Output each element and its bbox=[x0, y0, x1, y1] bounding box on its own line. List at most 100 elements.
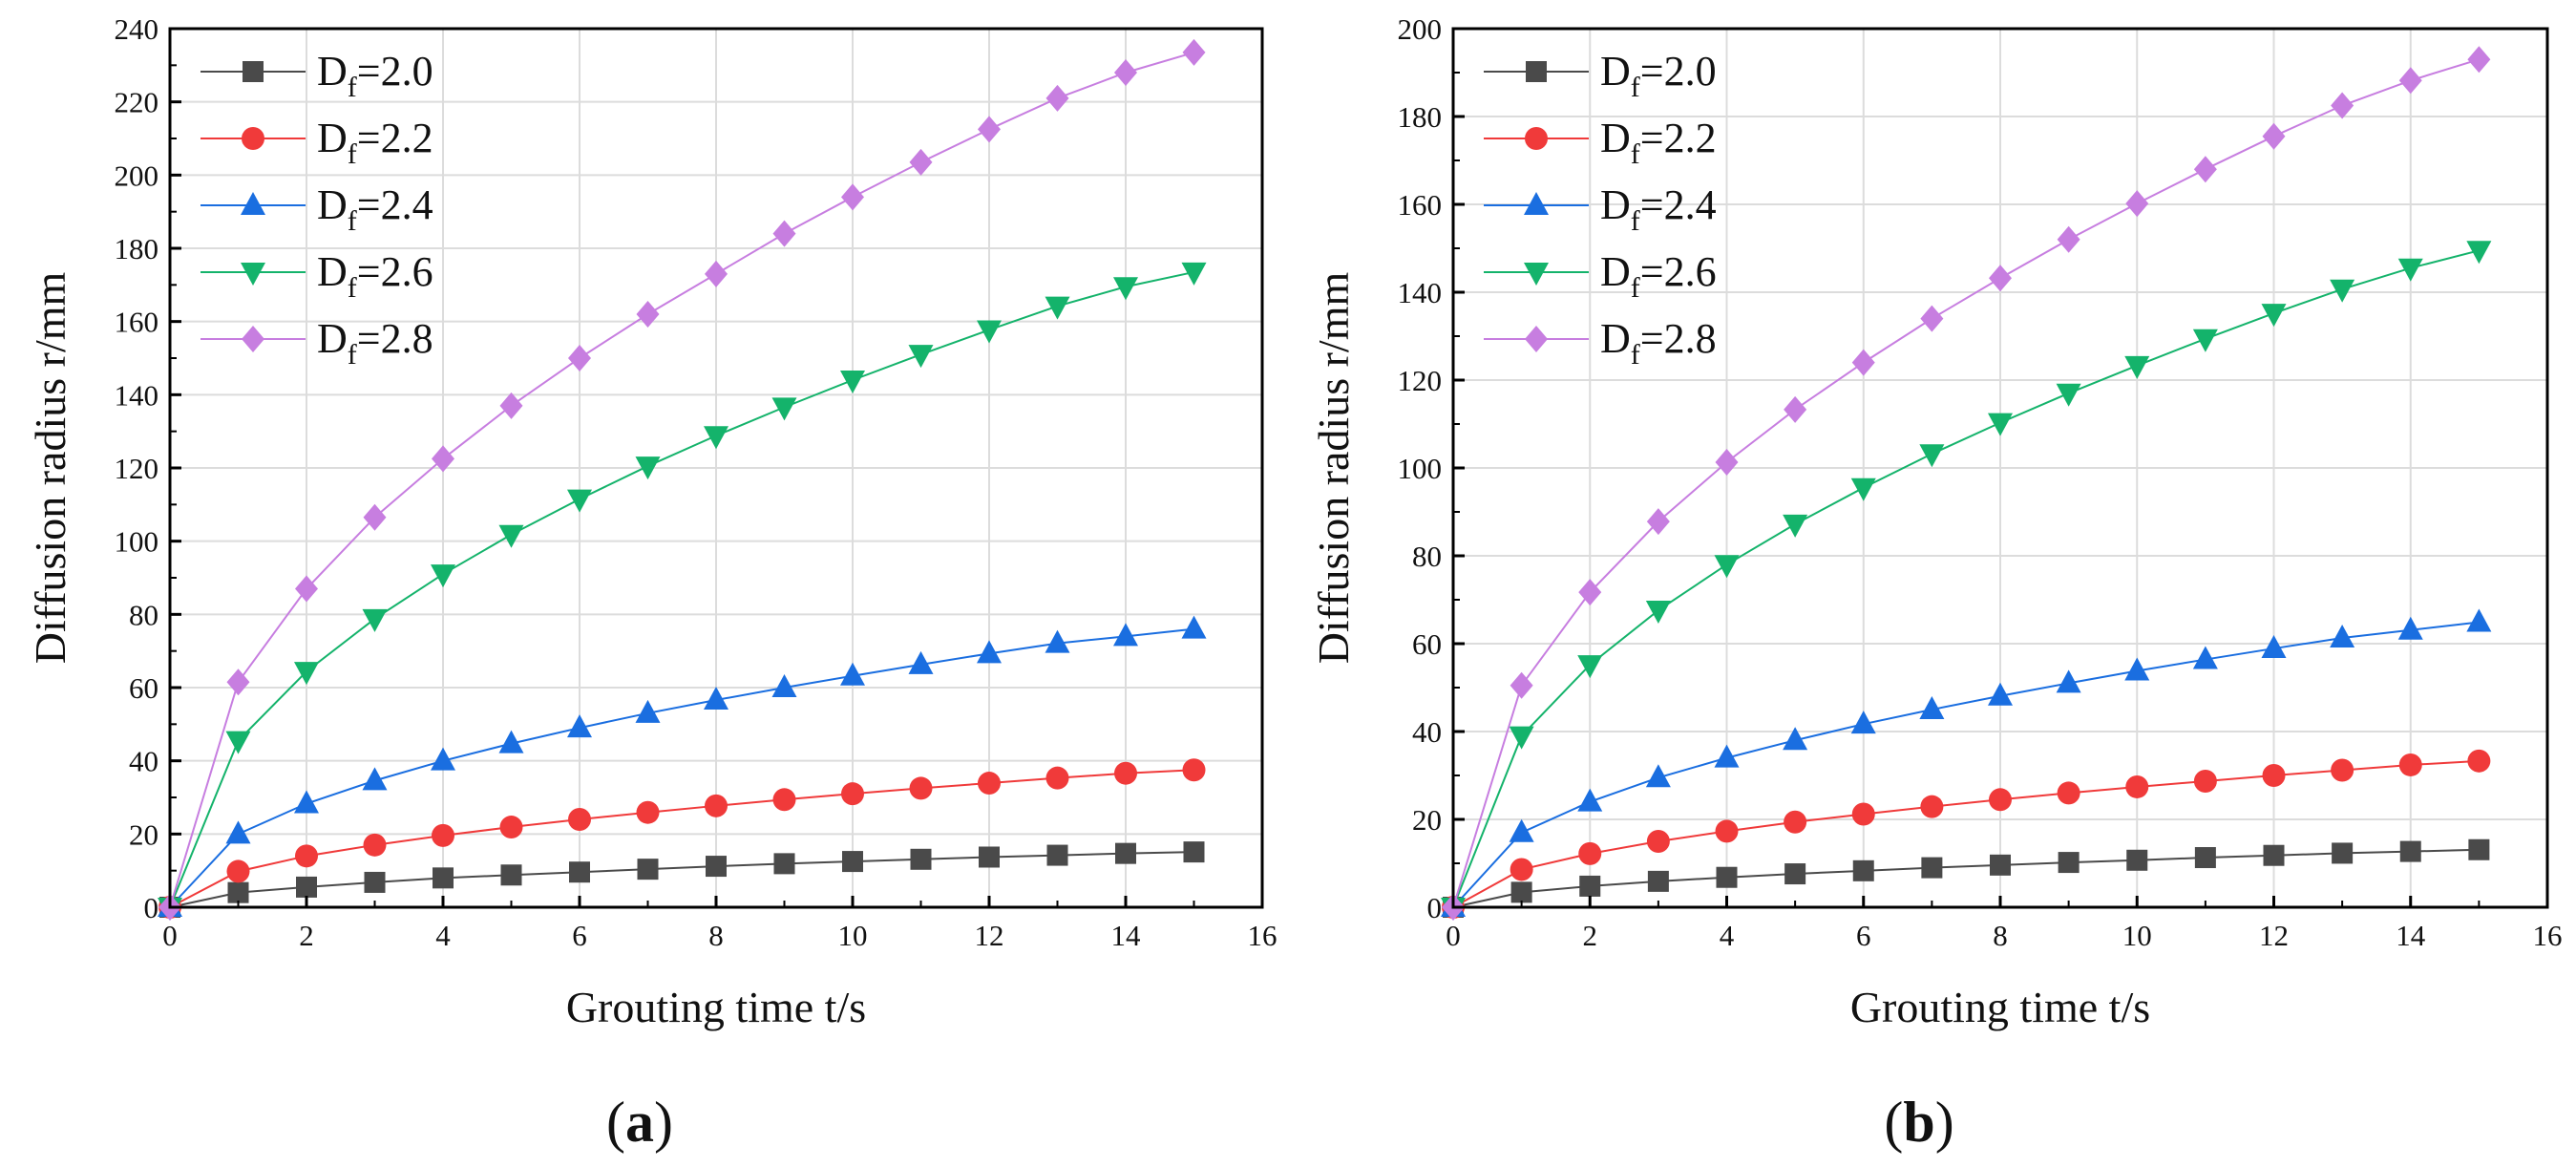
legend-marker bbox=[241, 263, 265, 286]
legend-label-main: D bbox=[1600, 48, 1631, 95]
legend-label-rest: =2.8 bbox=[1640, 315, 1717, 362]
data-point bbox=[1509, 818, 1534, 842]
data-point bbox=[1045, 296, 1070, 320]
data-point bbox=[1920, 305, 1944, 332]
data-point bbox=[1920, 795, 1944, 818]
panel-letter: b bbox=[1903, 1091, 1934, 1154]
data-point bbox=[2331, 92, 2354, 119]
data-point bbox=[2262, 764, 2286, 787]
y-tick-label: 20 bbox=[1412, 803, 1442, 837]
data-point bbox=[636, 800, 660, 824]
data-point bbox=[772, 220, 796, 247]
legend: Df=2.0Df=2.2Df=2.4Df=2.6Df=2.8 bbox=[201, 48, 433, 371]
legend-label-rest: =2.0 bbox=[1640, 48, 1717, 95]
y-tick-label: 220 bbox=[115, 86, 159, 119]
x-axis: 0 2 4 6 8 10 12 14 16 bbox=[1446, 896, 2563, 952]
data-point bbox=[1113, 623, 1138, 647]
data-point bbox=[2056, 669, 2081, 693]
data-point bbox=[2330, 625, 2355, 648]
series-line bbox=[169, 627, 1194, 908]
data-point bbox=[362, 767, 388, 791]
data-point bbox=[2057, 781, 2080, 805]
legend-marker bbox=[243, 61, 264, 82]
legend-label-sub: f bbox=[1631, 339, 1640, 371]
y-tick-label: 0 bbox=[1427, 891, 1443, 924]
legend-label-sub: f bbox=[348, 339, 357, 371]
x-tick-label: 0 bbox=[162, 919, 178, 952]
legend-label-sub: f bbox=[348, 138, 357, 170]
panel-label-a: (a) bbox=[606, 1091, 673, 1154]
legend-marker bbox=[241, 192, 265, 215]
legend-label: Df=2.2 bbox=[317, 115, 433, 170]
data-point bbox=[499, 392, 523, 419]
panel-paren-close: ) bbox=[1935, 1091, 1954, 1154]
x-tick-label: 2 bbox=[299, 919, 314, 952]
legend-label-main: D bbox=[1600, 315, 1631, 362]
legend-label-rest: =2.6 bbox=[357, 248, 433, 295]
data-point bbox=[909, 148, 933, 176]
legend-label-main: D bbox=[317, 315, 348, 362]
data-point bbox=[2398, 67, 2422, 95]
y-tick-label: 40 bbox=[129, 745, 158, 778]
x-axis: 0 2 4 6 8 10 12 14 16 bbox=[162, 896, 1277, 952]
data-point bbox=[567, 714, 592, 738]
legend-item: Df=2.2 bbox=[201, 115, 433, 170]
series-line bbox=[1452, 249, 2480, 908]
legend-label-sub: f bbox=[348, 272, 357, 304]
legend-item: Df=2.6 bbox=[1484, 248, 1717, 304]
legend-label: Df=2.0 bbox=[1600, 48, 1717, 103]
legend-label-main: D bbox=[1600, 181, 1631, 228]
data-point bbox=[1113, 277, 1138, 301]
series-Df=2.8 bbox=[1442, 46, 2491, 921]
data-point bbox=[2056, 383, 2081, 407]
data-point bbox=[2332, 842, 2354, 864]
data-point bbox=[2262, 122, 2286, 150]
data-point bbox=[977, 640, 1002, 664]
data-point bbox=[2194, 847, 2216, 869]
y-tick-label: 80 bbox=[129, 598, 158, 631]
x-tick-label: 12 bbox=[2259, 919, 2289, 952]
legend-marker bbox=[1525, 326, 1548, 352]
data-point bbox=[1046, 844, 1068, 866]
data-point bbox=[1850, 711, 1876, 734]
legend-label-rest: =2.2 bbox=[1640, 115, 1717, 161]
data-point bbox=[2261, 635, 2287, 659]
data-point bbox=[1579, 875, 1601, 897]
data-point bbox=[1646, 508, 1670, 536]
data-point bbox=[842, 851, 863, 873]
x-tick-label: 8 bbox=[1993, 919, 2008, 952]
legend-label-sub: f bbox=[348, 72, 357, 103]
data-point bbox=[636, 301, 660, 328]
data-point bbox=[363, 503, 387, 531]
data-point bbox=[1181, 615, 1207, 639]
y-tick-label: 100 bbox=[1398, 452, 1443, 485]
data-point bbox=[2126, 849, 2148, 871]
data-point bbox=[2331, 758, 2354, 782]
panel-paren-close: ) bbox=[654, 1091, 673, 1154]
data-point bbox=[431, 747, 455, 771]
data-point bbox=[1784, 863, 1806, 885]
data-point bbox=[1919, 696, 1945, 719]
legend-label-main: D bbox=[317, 48, 348, 95]
data-point bbox=[568, 345, 591, 371]
legend-item: Df=2.2 bbox=[1484, 115, 1717, 170]
data-point bbox=[1510, 881, 1532, 903]
series-Df=2.2 bbox=[1442, 749, 2491, 919]
data-point bbox=[1783, 514, 1808, 538]
x-tick-label: 2 bbox=[1583, 919, 1598, 952]
x-tick-label: 8 bbox=[708, 919, 724, 952]
data-point bbox=[1989, 788, 2012, 812]
x-tick-label: 14 bbox=[1111, 919, 1142, 952]
data-point bbox=[1114, 761, 1137, 785]
legend-label-sub: f bbox=[1631, 205, 1640, 237]
legend-label-main: D bbox=[317, 248, 348, 295]
data-point bbox=[1115, 842, 1136, 864]
legend-label: Df=2.8 bbox=[317, 315, 433, 371]
y-tick-label: 80 bbox=[1412, 540, 1442, 573]
series-Df=2.8 bbox=[158, 38, 1206, 921]
panel-label-b: (b) bbox=[1884, 1091, 1953, 1154]
data-point bbox=[2125, 774, 2149, 798]
data-point bbox=[2467, 46, 2491, 74]
legend-marker bbox=[242, 127, 264, 150]
